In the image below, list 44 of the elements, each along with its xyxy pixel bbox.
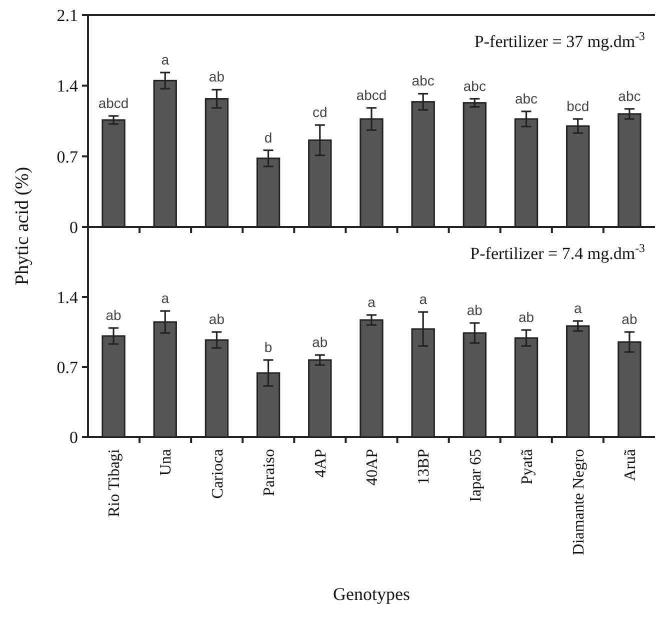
x-tick-label: Carioca — [209, 449, 226, 499]
x-axis-title: Genotypes — [333, 584, 410, 604]
annotation: abc — [412, 72, 434, 89]
annotation: a — [368, 294, 376, 310]
x-tick-label: 13BP — [416, 448, 433, 485]
annotation: a — [574, 300, 582, 316]
y-axis-title: Phytic acid (%) — [12, 166, 33, 286]
annotation: ab — [208, 68, 225, 85]
annotation: P-fertilizer = 7.4 mg.dm$^{-3}$ — [470, 241, 646, 263]
annotation: ab — [208, 311, 225, 327]
y-tick-label: 0 — [70, 218, 78, 237]
y-tick-label: 0.7 — [56, 358, 78, 377]
x-tick-label: Rio Tibagi — [106, 448, 124, 518]
y-tick-label: 1.4 — [56, 288, 78, 307]
annotation: bcd — [566, 98, 590, 114]
x-tick-label: Una — [158, 449, 175, 476]
y-tick-label: 0 — [70, 428, 78, 447]
x-tick-label: Diamante Negro — [570, 449, 588, 556]
x-tick-label: Pyatã — [518, 449, 536, 485]
annotation: abc — [514, 90, 538, 106]
annotation: ab — [622, 311, 638, 327]
y-tick-label: 0.7 — [56, 147, 78, 166]
annotation: abc — [618, 88, 641, 104]
x-tick-label: Aruã — [622, 449, 640, 481]
x-tick-label: Iapar 65 — [467, 449, 484, 502]
annotation: abcd — [98, 94, 129, 111]
annotation: a — [161, 52, 170, 68]
annotation: ab — [312, 334, 328, 350]
annotation: abc — [463, 78, 486, 94]
x-tick-label: Paraiso — [260, 449, 278, 496]
annotation: P-fertilizer = 37 mg.dm$^{-3}$ — [474, 29, 646, 51]
annotation: ab — [518, 309, 534, 325]
y-tick-label: 2.1 — [56, 6, 78, 25]
annotation: ab — [106, 307, 122, 323]
annotation: d — [264, 129, 272, 146]
annotation: cd — [312, 104, 328, 120]
annotation: a — [161, 290, 170, 306]
annotation: ab — [466, 302, 483, 318]
annotation: abcd — [356, 86, 387, 103]
annotation: a — [419, 291, 428, 307]
y-tick-label: 1.4 — [56, 76, 78, 96]
x-tick-label: 40AP — [364, 448, 382, 486]
annotation: b — [264, 339, 272, 355]
x-tick-label: 4AP — [312, 448, 330, 478]
